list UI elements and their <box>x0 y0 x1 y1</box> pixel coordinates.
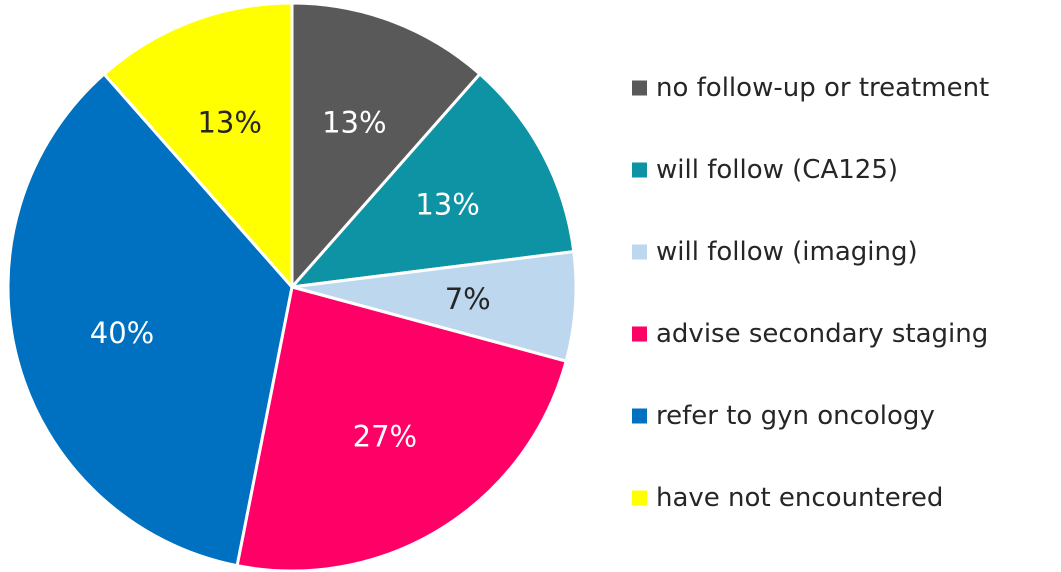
legend-swatch-refer-to-gyn-oncology <box>632 408 647 424</box>
legend-label-have-not-encountered: have not encountered <box>656 483 943 513</box>
slice-label-no-follow-up-or-treatment: 13% <box>322 105 386 139</box>
legend-item-will-follow-imaging: will follow (imaging) <box>632 237 918 267</box>
pie-slice-refer-to-gyn-oncology <box>6 72 294 568</box>
legend-label-no-follow-up-or-treatment: no follow-up or treatment <box>656 73 989 103</box>
pie-slice-have-not-encountered <box>102 1 294 289</box>
slice-label-have-not-encountered: 13% <box>197 105 261 139</box>
legend-label-will-follow-ca125: will follow (CA125) <box>656 155 898 185</box>
legend-item-refer-to-gyn-oncology: refer to gyn oncology <box>632 401 935 431</box>
legend-swatch-advise-secondary-staging <box>632 326 647 342</box>
legend-swatch-no-follow-up-or-treatment <box>632 80 647 96</box>
legend-item-advise-secondary-staging: advise secondary staging <box>632 319 988 349</box>
pie-slices <box>6 1 578 572</box>
legend-item-have-not-encountered: have not encountered <box>632 483 943 513</box>
legend: no follow-up or treatment will follow (CA… <box>632 73 989 513</box>
slice-label-advise-secondary-staging: 27% <box>353 420 417 454</box>
pie-slice-no-follow-up-or-treatment <box>290 1 482 289</box>
legend-label-refer-to-gyn-oncology: refer to gyn oncology <box>656 401 935 431</box>
legend-item-no-follow-up-or-treatment: no follow-up or treatment <box>632 73 989 103</box>
legend-label-will-follow-imaging: will follow (imaging) <box>656 237 918 267</box>
pie-slice-will-follow-ca125 <box>290 72 576 289</box>
slice-label-will-follow-ca125: 13% <box>415 188 479 222</box>
legend-swatch-have-not-encountered <box>632 490 647 506</box>
pie-slice-labels: 13% 13% 7% 27% 40% 13% <box>90 105 491 453</box>
legend-swatch-will-follow-ca125 <box>632 162 647 178</box>
legend-item-will-follow-ca125: will follow (CA125) <box>632 155 898 185</box>
legend-label-advise-secondary-staging: advise secondary staging <box>656 319 988 349</box>
pie-slice-advise-secondary-staging <box>235 285 568 572</box>
slice-label-refer-to-gyn-oncology: 40% <box>90 316 154 350</box>
legend-swatch-will-follow-imaging <box>632 244 647 260</box>
slice-label-will-follow-imaging: 7% <box>445 282 491 316</box>
